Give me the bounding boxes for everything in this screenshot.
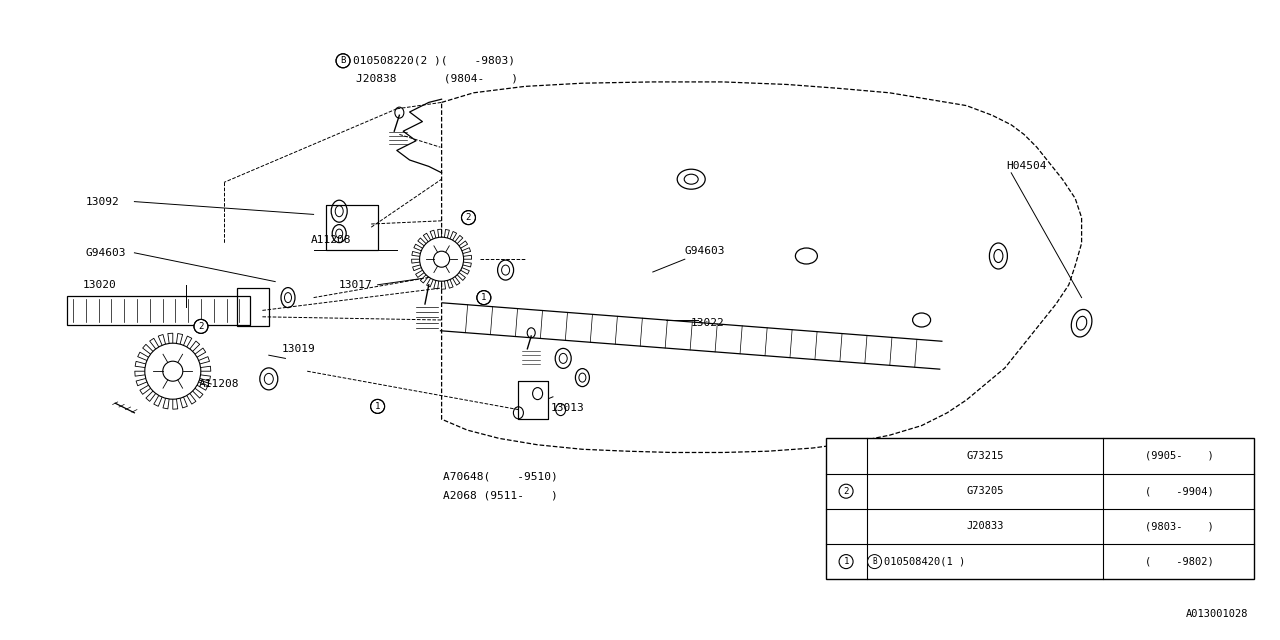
Text: A11208: A11208 <box>198 379 239 389</box>
Text: 13022: 13022 <box>691 318 724 328</box>
Bar <box>826 438 1254 579</box>
Text: 13019: 13019 <box>282 344 315 354</box>
Text: 13017: 13017 <box>339 280 372 290</box>
Bar <box>67 296 250 325</box>
Text: H04504: H04504 <box>1006 161 1047 172</box>
Text: 010508420(1 ): 010508420(1 ) <box>883 557 965 566</box>
Text: A11208: A11208 <box>311 235 352 245</box>
Circle shape <box>840 555 852 568</box>
Bar <box>237 288 269 326</box>
Bar <box>326 205 378 250</box>
Text: 010508220(2 )(    -9803): 010508220(2 )( -9803) <box>353 56 516 66</box>
Circle shape <box>195 319 207 333</box>
Text: G94603: G94603 <box>685 246 726 256</box>
Text: 2: 2 <box>198 322 204 331</box>
Text: (    -9904): ( -9904) <box>1144 486 1213 496</box>
Text: (    -9802): ( -9802) <box>1144 557 1213 566</box>
Text: (9803-    ): (9803- ) <box>1144 522 1213 531</box>
Text: 2: 2 <box>844 486 849 496</box>
Circle shape <box>477 291 490 305</box>
Circle shape <box>145 343 201 399</box>
Text: B: B <box>340 56 346 65</box>
Text: A013001028: A013001028 <box>1185 609 1248 620</box>
Text: 2: 2 <box>466 213 471 222</box>
Text: B: B <box>872 557 877 566</box>
Text: (9905-    ): (9905- ) <box>1144 451 1213 461</box>
Text: 1: 1 <box>375 402 380 411</box>
Circle shape <box>371 399 384 413</box>
Bar <box>326 205 378 250</box>
Text: J20838       (9804-    ): J20838 (9804- ) <box>356 73 518 83</box>
Text: 13013: 13013 <box>550 403 584 413</box>
Text: 13092: 13092 <box>86 196 119 207</box>
Text: A2068 (9511-    ): A2068 (9511- ) <box>443 491 558 501</box>
Text: 1: 1 <box>844 557 849 566</box>
Bar <box>518 381 548 419</box>
Text: A70648(    -9510): A70648( -9510) <box>443 472 558 482</box>
Text: J20833: J20833 <box>966 522 1004 531</box>
Text: G94603: G94603 <box>86 248 127 258</box>
Text: 1: 1 <box>481 293 486 302</box>
Circle shape <box>420 237 463 281</box>
Bar <box>518 381 548 419</box>
Circle shape <box>868 555 882 568</box>
Text: G73215: G73215 <box>966 451 1004 461</box>
Text: G73205: G73205 <box>966 486 1004 496</box>
Circle shape <box>840 484 852 498</box>
Circle shape <box>462 211 475 225</box>
Text: 13020: 13020 <box>83 280 116 290</box>
Circle shape <box>337 54 349 68</box>
